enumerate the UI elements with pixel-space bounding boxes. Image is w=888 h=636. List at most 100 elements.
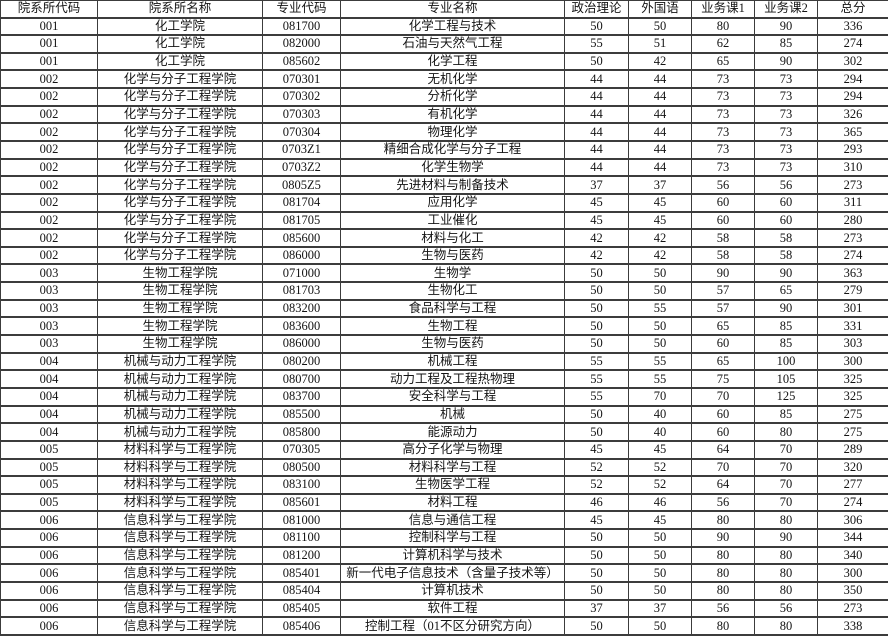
cell-politics-score: 45 bbox=[564, 211, 629, 231]
cell-dept-code: 004 bbox=[0, 369, 98, 389]
cell-foreign-language-score: 42 bbox=[628, 228, 692, 248]
cell-dept-code: 001 bbox=[0, 34, 98, 54]
table-row: 003 生物工程学院 083600 生物工程 50 50 65 85 331 bbox=[0, 316, 888, 337]
header-dept-name: 院系所名称 bbox=[97, 0, 263, 19]
cell-course1-score: 90 bbox=[691, 528, 755, 548]
cell-course1-score: 73 bbox=[691, 122, 755, 142]
cell-foreign-language-score: 37 bbox=[628, 599, 692, 619]
cell-total-score: 274 bbox=[817, 34, 888, 54]
table-row: 006 信息科学与工程学院 085405 软件工程 37 37 56 56 273 bbox=[0, 599, 888, 619]
table-row: 003 生物工程学院 086000 生物与医药 50 50 60 85 303 bbox=[0, 334, 888, 354]
cell-major-code: 070303 bbox=[262, 105, 341, 125]
table-row: 006 信息科学与工程学院 085401 新一代电子信息技术（含量子技术等） 50 50 8… bbox=[0, 563, 888, 583]
cell-dept-code: 002 bbox=[0, 193, 98, 213]
cell-dept-code: 002 bbox=[0, 228, 98, 248]
cell-major-code: 081200 bbox=[262, 546, 341, 566]
cell-major-name: 计算机科学与技术 bbox=[340, 546, 565, 566]
cell-dept-code: 006 bbox=[0, 581, 98, 601]
table-row: 004 机械与动力工程学院 085800 能源动力 50 40 60 80 275 bbox=[0, 422, 888, 442]
cell-course1-score: 56 bbox=[691, 599, 755, 619]
cell-major-code: 083100 bbox=[262, 475, 341, 495]
cell-foreign-language-score: 44 bbox=[628, 122, 692, 142]
table-row: 003 生物工程学院 071000 生物学 50 50 90 90 363 bbox=[0, 263, 888, 284]
cell-course2-score: 73 bbox=[754, 69, 818, 90]
cell-total-score: 338 bbox=[817, 616, 888, 636]
cell-course1-score: 80 bbox=[691, 616, 755, 636]
table-row: 002 化学与分子工程学院 070303 有机化学 44 44 73 73 326 bbox=[0, 105, 888, 125]
cell-dept-name: 信息科学与工程学院 bbox=[97, 528, 263, 548]
cell-course2-score: 73 bbox=[754, 122, 818, 142]
table-row: 001 化工学院 082000 石油与天然气工程 55 51 62 85 274 bbox=[0, 34, 888, 54]
table-row: 005 材料科学与工程学院 080500 材料科学与工程 52 52 70 70 320 bbox=[0, 458, 888, 478]
cell-total-score: 273 bbox=[817, 175, 888, 195]
cell-dept-code: 002 bbox=[0, 140, 98, 160]
cell-course2-score: 80 bbox=[754, 616, 818, 636]
header-row: 院系所代码 院系所名称 专业代码 专业名称 政治理论 外国语 业务课1 业务课2… bbox=[0, 0, 888, 19]
cell-dept-name: 材料科学与工程学院 bbox=[97, 493, 263, 513]
cell-politics-score: 45 bbox=[564, 193, 629, 213]
cell-course2-score: 73 bbox=[754, 87, 818, 107]
cell-dept-name: 材料科学与工程学院 bbox=[97, 475, 263, 495]
table-row: 002 化学与分子工程学院 070302 分析化学 44 44 73 73 294 bbox=[0, 87, 888, 107]
cell-major-name: 材料与化工 bbox=[340, 228, 565, 248]
cell-course1-score: 73 bbox=[691, 69, 755, 90]
cell-total-score: 303 bbox=[817, 334, 888, 354]
table-row: 002 化学与分子工程学院 081704 应用化学 45 45 60 60 311 bbox=[0, 193, 888, 213]
cell-major-code: 070304 bbox=[262, 122, 341, 142]
table-row: 001 化工学院 085602 化学工程 50 42 65 90 302 bbox=[0, 52, 888, 72]
cell-course2-score: 80 bbox=[754, 563, 818, 583]
cell-major-code: 080700 bbox=[262, 369, 341, 389]
cell-dept-name: 机械与动力工程学院 bbox=[97, 352, 263, 372]
cell-course2-score: 58 bbox=[754, 246, 818, 266]
cell-course1-score: 58 bbox=[691, 246, 755, 266]
cell-politics-score: 44 bbox=[564, 105, 629, 125]
cell-major-name: 生物与医药 bbox=[340, 246, 565, 266]
table-row: 004 机械与动力工程学院 085500 机械 50 40 60 85 275 bbox=[0, 405, 888, 425]
table-row: 005 材料科学与工程学院 085601 材料工程 46 46 56 70 274 bbox=[0, 493, 888, 513]
cell-foreign-language-score: 42 bbox=[628, 246, 692, 266]
cell-course2-score: 125 bbox=[754, 387, 818, 407]
cell-total-score: 340 bbox=[817, 546, 888, 566]
cell-course1-score: 56 bbox=[691, 493, 755, 513]
cell-politics-score: 52 bbox=[564, 475, 629, 495]
cell-dept-name: 信息科学与工程学院 bbox=[97, 546, 263, 566]
cell-major-name: 应用化学 bbox=[340, 193, 565, 213]
cell-course1-score: 65 bbox=[691, 52, 755, 72]
cell-dept-name: 生物工程学院 bbox=[97, 334, 263, 354]
cell-foreign-language-score: 50 bbox=[628, 581, 692, 601]
cell-politics-score: 45 bbox=[564, 440, 629, 460]
cell-course1-score: 73 bbox=[691, 105, 755, 125]
cell-course1-score: 65 bbox=[691, 352, 755, 372]
cell-total-score: 320 bbox=[817, 458, 888, 478]
cell-major-name: 先进材料与制备技术 bbox=[340, 175, 565, 195]
table-row: 004 机械与动力工程学院 083700 安全科学与工程 55 70 70 125 325 bbox=[0, 387, 888, 407]
cell-course1-score: 60 bbox=[691, 405, 755, 425]
cell-dept-name: 生物工程学院 bbox=[97, 299, 263, 319]
cell-major-code: 085600 bbox=[262, 228, 341, 248]
cell-course1-score: 60 bbox=[691, 422, 755, 442]
cell-major-code: 085401 bbox=[262, 563, 341, 583]
cell-course2-score: 70 bbox=[754, 475, 818, 495]
table-row: 002 化学与分子工程学院 070304 物理化学 44 44 73 73 365 bbox=[0, 122, 888, 142]
cell-dept-code: 002 bbox=[0, 246, 98, 266]
cell-dept-name: 化工学院 bbox=[97, 17, 263, 37]
cell-dept-code: 002 bbox=[0, 158, 98, 178]
cell-total-score: 365 bbox=[817, 122, 888, 142]
cell-course1-score: 64 bbox=[691, 475, 755, 495]
cell-foreign-language-score: 52 bbox=[628, 475, 692, 495]
cell-major-code: 080500 bbox=[262, 458, 341, 478]
cell-course2-score: 60 bbox=[754, 193, 818, 213]
cell-politics-score: 55 bbox=[564, 34, 629, 54]
cell-major-name: 物理化学 bbox=[340, 122, 565, 142]
cell-dept-name: 化学与分子工程学院 bbox=[97, 140, 263, 160]
cell-major-name: 材料工程 bbox=[340, 493, 565, 513]
cell-course1-score: 70 bbox=[691, 387, 755, 407]
cell-major-name: 生物化工 bbox=[340, 281, 565, 301]
cell-politics-score: 55 bbox=[564, 352, 629, 372]
cell-major-code: 085601 bbox=[262, 493, 341, 513]
cell-dept-name: 化学与分子工程学院 bbox=[97, 69, 263, 90]
cell-total-score: 275 bbox=[817, 422, 888, 442]
table-row: 005 材料科学与工程学院 083100 生物医学工程 52 52 64 70 277 bbox=[0, 475, 888, 495]
cell-course1-score: 80 bbox=[691, 546, 755, 566]
header-dept-code: 院系所代码 bbox=[0, 0, 98, 19]
